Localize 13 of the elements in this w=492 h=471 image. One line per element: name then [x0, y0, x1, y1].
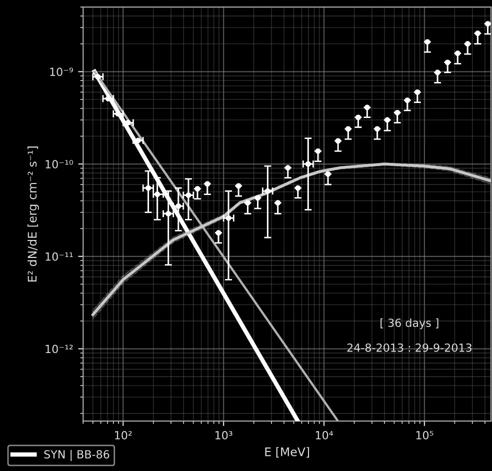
annotation: 24-8-2013 : 29-9-2013	[347, 343, 472, 352]
x-tick-label: 10⁵	[416, 430, 434, 440]
y-axis-title: E² dN/dE [erg cm⁻² s⁻¹]	[28, 146, 39, 282]
x-tick-label: 10⁴	[316, 430, 333, 440]
y-tick-label: 10⁻¹²	[46, 344, 73, 354]
x-tick-label: 10³	[215, 430, 232, 440]
x-tick-label: 10²	[115, 430, 132, 440]
annotation: [ 36 days ]	[380, 318, 438, 330]
y-tick-label: 10⁻¹⁰	[46, 160, 74, 168]
y-tick-label: 10⁻⁹	[50, 68, 74, 76]
x-axis-title: E [MeV]	[265, 447, 310, 458]
legend-label: SYN | BB-86	[44, 450, 110, 461]
y-tick-label: 10⁻¹¹	[46, 252, 73, 261]
